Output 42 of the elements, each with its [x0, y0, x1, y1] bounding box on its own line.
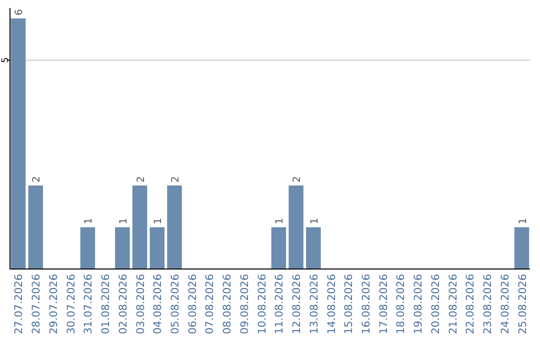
data-label: 2: [292, 176, 304, 182]
x-tick-label: 14.08.2026: [326, 274, 338, 334]
data-label: 1: [309, 218, 320, 224]
x-tick-label: 08.08.2026: [222, 274, 234, 334]
x-tick-label: 03.08.2026: [134, 274, 147, 334]
data-label: 1: [518, 218, 529, 224]
data-label: 6: [14, 9, 26, 16]
x-tick-label: 07.08.2026: [204, 274, 216, 334]
x-tick-label: 23.08.2026: [482, 274, 494, 334]
x-tick-label: 25.08.2026: [516, 274, 529, 334]
x-tick-label: 12.08.2026: [291, 274, 304, 334]
x-tick-label: 09.08.2026: [238, 274, 251, 334]
x-tick-label: 22.08.2026: [464, 274, 477, 334]
x-tick-label: 31.07.2026: [82, 274, 95, 334]
data-label: 1: [274, 218, 286, 224]
x-tick-label: 01.08.2026: [100, 274, 112, 334]
x-tick-label: 29.07.2026: [48, 274, 60, 334]
x-tick-label: 27.07.2026: [13, 274, 26, 334]
x-tick-label: 21.08.2026: [447, 274, 460, 334]
data-label: 2: [32, 176, 43, 182]
x-tick-label: 28.07.2026: [30, 274, 43, 334]
data-label: 2: [170, 176, 182, 182]
data-label: 1: [153, 218, 164, 224]
x-tick-label: 15.08.2026: [343, 274, 356, 334]
x-tick-label: 19.08.2026: [412, 274, 425, 334]
x-tick-label: 06.08.2026: [186, 274, 199, 334]
x-tick-label: 05.08.2026: [170, 274, 182, 334]
y-tick-label: 5: [1, 57, 11, 64]
x-tick-label: 11.08.2026: [274, 274, 286, 334]
x-tick-label: 10.08.2026: [256, 274, 268, 334]
data-label: 1: [118, 218, 130, 224]
x-tick-label: 02.08.2026: [117, 274, 130, 334]
x-tick-label: 16.08.2026: [360, 274, 372, 334]
x-tick-label: 17.08.2026: [378, 274, 390, 334]
x-tick-label: 24.08.2026: [499, 274, 512, 334]
x-tick-label: 13.08.2026: [308, 274, 320, 334]
x-tick-label: 04.08.2026: [152, 274, 164, 334]
x-tick-label: 18.08.2026: [395, 274, 408, 334]
x-tick-label: 20.08.2026: [430, 274, 442, 334]
data-label: 2: [136, 176, 147, 182]
data-label: 1: [84, 218, 95, 224]
x-tick-label: 30.07.2026: [65, 274, 78, 334]
